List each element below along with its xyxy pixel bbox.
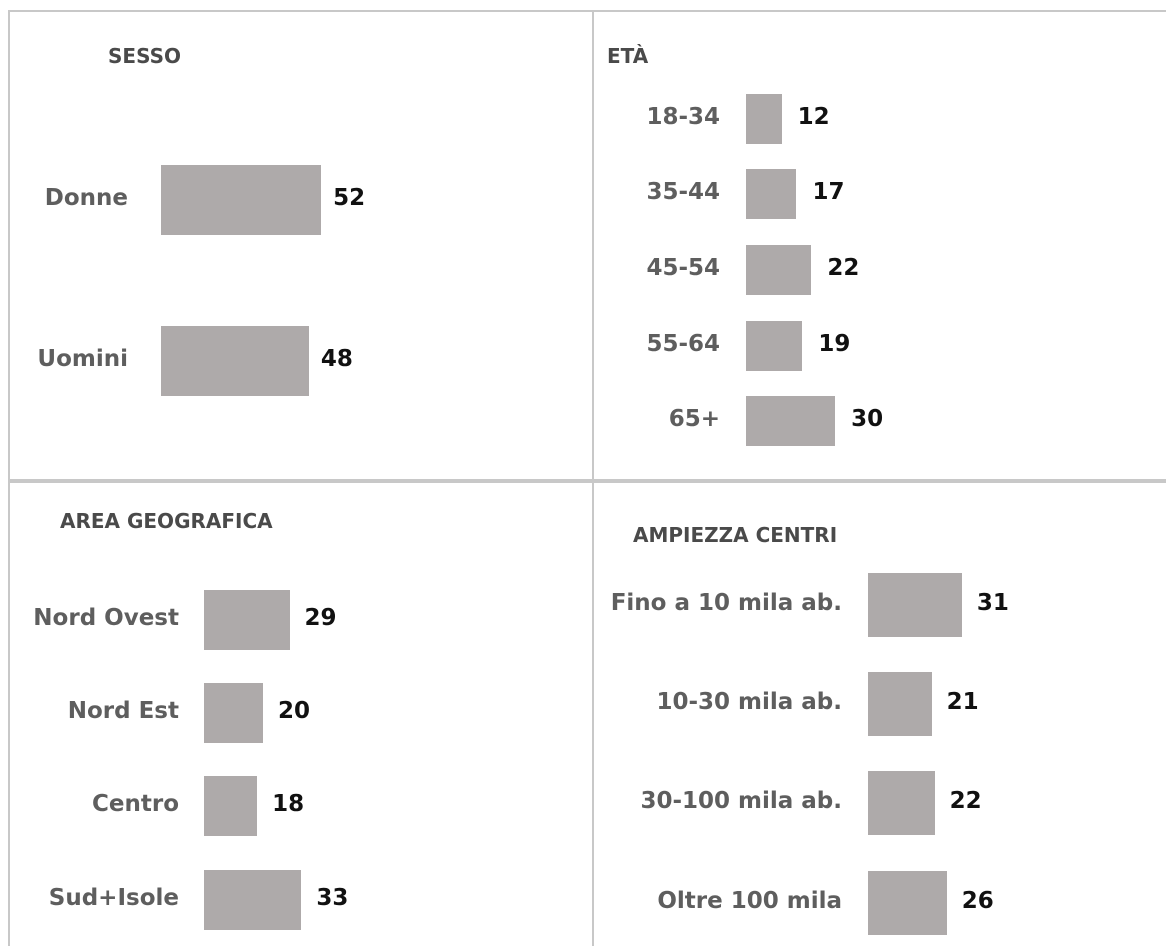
category-label: Fino a 10 mila ab.: [610, 590, 842, 616]
bar: [746, 396, 836, 446]
category-label: 18-34: [646, 104, 720, 130]
category-label: 45-54: [646, 255, 720, 281]
category-label: 35-44: [646, 179, 720, 205]
value-label: 52: [333, 185, 366, 211]
value-label: 26: [961, 888, 994, 914]
category-label: 30-100 mila ab.: [640, 788, 842, 814]
panel-title-1: ETÀ: [607, 44, 649, 68]
bar: [868, 573, 962, 637]
category-label: Nord Est: [67, 698, 179, 724]
value-label: 19: [818, 331, 851, 357]
panel-title-2: AREA GEOGRAFICA: [60, 509, 273, 533]
value-label: 29: [304, 605, 337, 631]
middle-divider: [8, 479, 1166, 483]
value-label: 20: [278, 698, 311, 724]
value-label: 22: [949, 788, 982, 814]
outer-border-left: [8, 10, 10, 946]
bar: [746, 169, 797, 219]
bar: [868, 771, 935, 835]
value-label: 12: [797, 104, 830, 130]
value-label: 48: [320, 346, 353, 372]
bar: [746, 321, 803, 371]
category-label: 55-64: [646, 331, 720, 357]
value-label: 17: [812, 179, 845, 205]
category-label: Centro: [92, 791, 179, 817]
panel-title-0: SESSO: [108, 44, 181, 68]
outer-border-top: [8, 10, 1166, 12]
value-label: 18: [272, 791, 305, 817]
panel-title-3: AMPIEZZA CENTRI: [633, 523, 838, 547]
bar: [204, 870, 302, 930]
bar: [204, 683, 263, 743]
value-label: 33: [316, 885, 349, 911]
category-label: 65+: [668, 406, 720, 432]
category-label: Uomini: [37, 346, 128, 372]
bar: [161, 165, 322, 235]
value-label: 21: [946, 689, 979, 715]
value-label: 30: [851, 406, 884, 432]
category-label: 10-30 mila ab.: [656, 689, 842, 715]
center-divider: [592, 10, 594, 946]
bar: [204, 590, 290, 650]
category-label: Oltre 100 mila: [657, 888, 842, 914]
bar: [746, 94, 782, 144]
bar: [204, 776, 258, 836]
bar: [746, 245, 812, 295]
category-label: Donne: [44, 185, 128, 211]
category-label: Nord Ovest: [33, 605, 179, 631]
value-label: 22: [827, 255, 860, 281]
bar: [868, 672, 932, 736]
value-label: 31: [976, 590, 1009, 616]
bar: [868, 871, 947, 935]
category-label: Sud+Isole: [48, 885, 179, 911]
bar: [161, 326, 309, 396]
